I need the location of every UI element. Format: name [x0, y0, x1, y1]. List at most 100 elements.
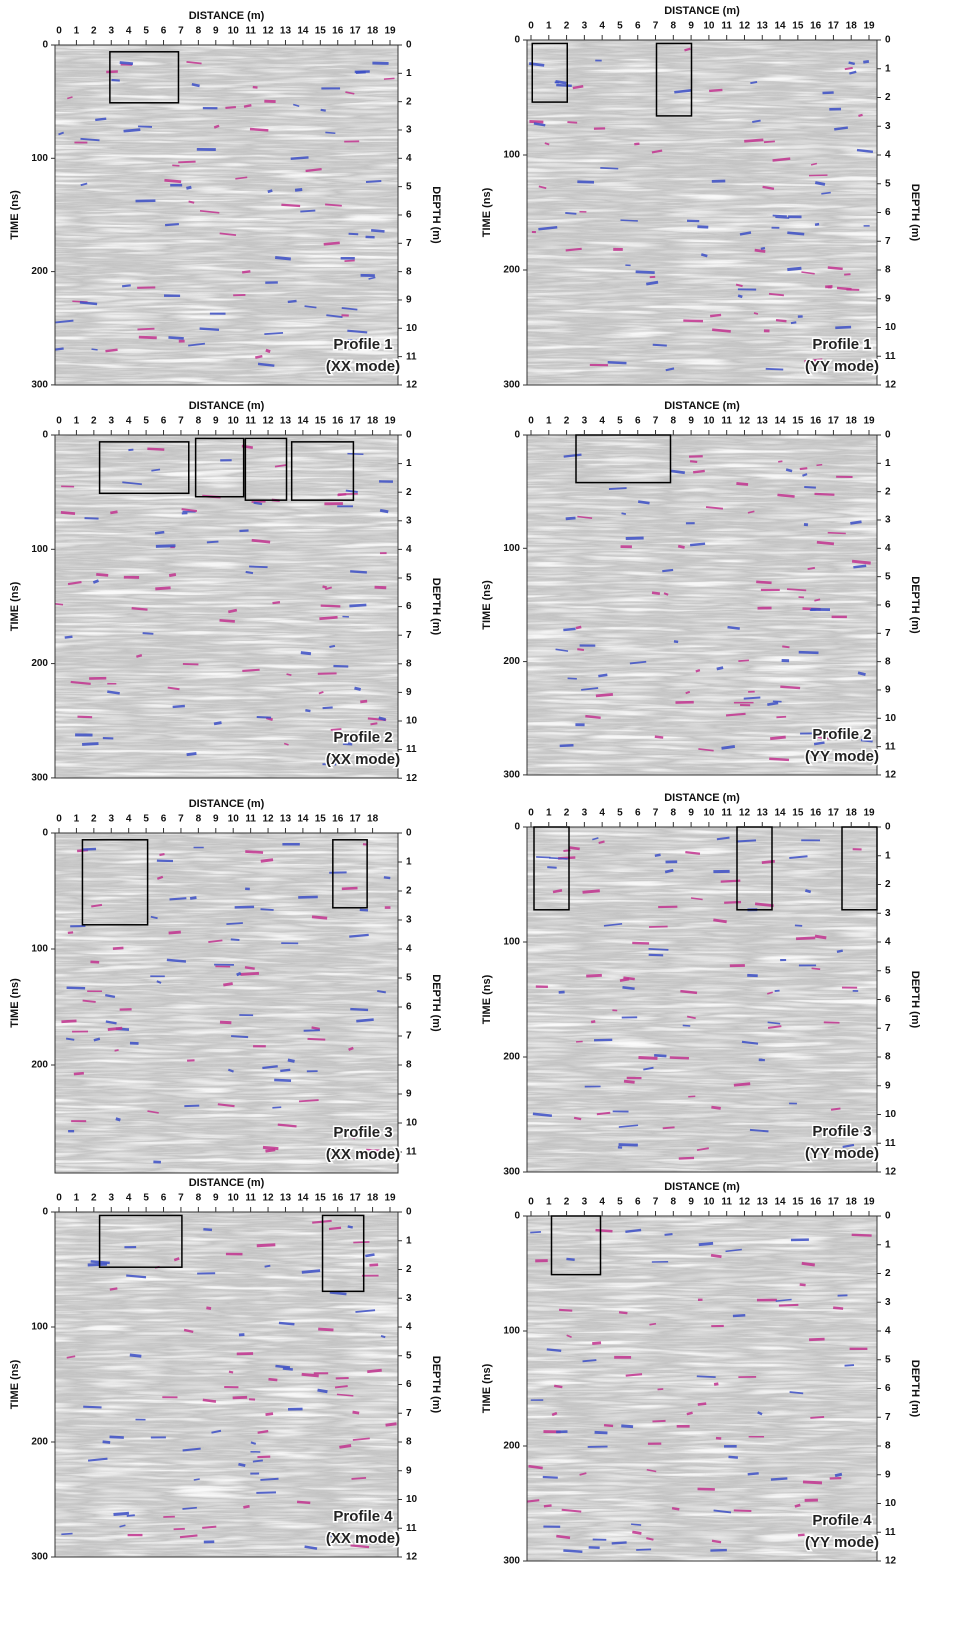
reflection-streak — [107, 1026, 123, 1031]
depth-tick-label: 8 — [885, 1052, 891, 1063]
profile-label: Profile 1 — [812, 336, 871, 353]
reflection-streak — [533, 122, 546, 127]
reflection-streak — [242, 668, 260, 672]
time-tick-label: 300 — [503, 1556, 520, 1567]
reflection-streak — [199, 327, 220, 331]
reflection-streak — [625, 1228, 642, 1233]
reflection-streak — [333, 664, 349, 668]
reflection-streak — [272, 601, 281, 605]
reflection-streak — [365, 1148, 386, 1152]
reflection-streak — [305, 167, 322, 173]
reflection-streak — [168, 572, 177, 578]
x-tick-label: 12 — [262, 814, 274, 825]
x-tick-label: 14 — [297, 814, 309, 825]
depth-tick-label: 9 — [885, 1469, 891, 1480]
x-tick-label: 11 — [245, 26, 256, 37]
time-tick-label: 0 — [514, 822, 520, 833]
reflection-streak — [850, 520, 862, 525]
depth-tick-label: 9 — [885, 1080, 891, 1091]
x-tick-label: 19 — [863, 1197, 875, 1208]
x-tick-label: 5 — [143, 1193, 149, 1204]
radargram-panel: DISTANCE (m)0 1 2 3 4 5 6 7 8 9 10 11 12 13 14 15 16 17 18… — [9, 798, 442, 1174]
x-tick-label: 13 — [280, 416, 292, 427]
reflection-streak — [107, 690, 120, 695]
x-tick-label: 18 — [367, 1193, 379, 1204]
reflection-streak — [219, 1020, 232, 1025]
reflection-streak — [789, 1391, 804, 1395]
reflection-streak — [256, 1243, 276, 1248]
reflection-streak — [705, 506, 724, 510]
reflection-streak — [342, 742, 353, 746]
reflection-streak — [267, 189, 273, 194]
depth-tick-label: 8 — [406, 1437, 412, 1448]
reflection-streak — [567, 121, 578, 124]
reflection-streak — [797, 1533, 805, 1537]
reflection-streak — [66, 986, 86, 990]
reflection-streak — [341, 886, 358, 891]
reflection-streak — [651, 591, 661, 596]
mode-label: (YY mode) — [805, 358, 879, 375]
radargram-panel: DISTANCE (m)0 1 2 3 4 5 6 7 8 9 10 11 12 13 14 15 16 17 18… — [9, 400, 442, 784]
x-tick-label: 13 — [757, 416, 769, 427]
reflection-streak — [664, 868, 674, 874]
reflection-streak — [238, 1462, 246, 1468]
reflection-streak — [81, 742, 99, 746]
reflection-streak — [164, 222, 179, 227]
reflection-streak — [365, 179, 382, 183]
reflection-streak — [324, 586, 333, 591]
reflection-streak — [257, 362, 275, 367]
depth-tick-label: 3 — [406, 125, 412, 136]
reflection-streak — [213, 721, 222, 726]
reflection-streak — [264, 332, 284, 335]
reflection-streak — [329, 644, 336, 648]
depth-tick-label: 4 — [885, 1326, 891, 1337]
x-tick-label: 19 — [863, 21, 875, 32]
reflection-streak — [799, 467, 808, 471]
reflection-streak — [649, 1322, 657, 1326]
reflection-streak — [629, 660, 647, 665]
reflection-streak — [804, 358, 823, 363]
reflection-streak — [350, 1516, 360, 1521]
depth-tick-label: 5 — [885, 178, 891, 189]
reflection-streak — [622, 986, 635, 991]
depth-tick-label: 6 — [406, 210, 412, 221]
reflection-streak — [619, 977, 630, 983]
highlight-box — [533, 826, 570, 911]
x-tick-label: 9 — [213, 814, 219, 825]
depth-tick-label: 8 — [885, 265, 891, 276]
time-tick-label: 200 — [503, 1441, 520, 1452]
depth-tick-label: 0 — [406, 828, 412, 839]
x-tick-label: 7 — [653, 808, 659, 819]
x-tick-label: 5 — [617, 808, 623, 819]
x-tick-label: 12 — [262, 26, 274, 37]
reflection-streak — [752, 119, 761, 123]
reflection-streak — [652, 343, 667, 347]
time-tick-label: 300 — [503, 770, 520, 781]
highlight-box — [98, 1214, 183, 1268]
depth-tick-label: 10 — [885, 1498, 897, 1509]
reflection-streak — [551, 1411, 558, 1417]
reflection-streak — [849, 70, 857, 75]
reflection-streak — [643, 1066, 654, 1071]
x-tick-label: 4 — [599, 416, 605, 427]
reflection-streak — [374, 585, 387, 590]
profile-label: Profile 2 — [812, 726, 871, 743]
reflection-streak — [778, 460, 783, 463]
reflection-streak — [239, 529, 249, 533]
reflection-streak — [290, 156, 309, 161]
reflection-streak — [272, 1106, 282, 1109]
reflection-streak — [377, 989, 386, 994]
depth-tick-label: 8 — [406, 266, 412, 277]
reflection-streak — [91, 348, 98, 351]
depth-tick-label: 9 — [885, 293, 891, 304]
x-tick-label: 6 — [635, 808, 641, 819]
depth-tick-label: 7 — [885, 1023, 891, 1034]
x-tick-label: 7 — [178, 26, 184, 37]
depth-tick-label: 5 — [885, 571, 891, 582]
depth-tick-label: 4 — [406, 153, 412, 164]
reflection-streak — [265, 1148, 276, 1153]
highlight-box — [321, 1214, 365, 1293]
reflection-streak — [355, 1540, 368, 1545]
x-tick-label: 0 — [528, 416, 534, 427]
reflection-streak — [594, 1430, 608, 1435]
